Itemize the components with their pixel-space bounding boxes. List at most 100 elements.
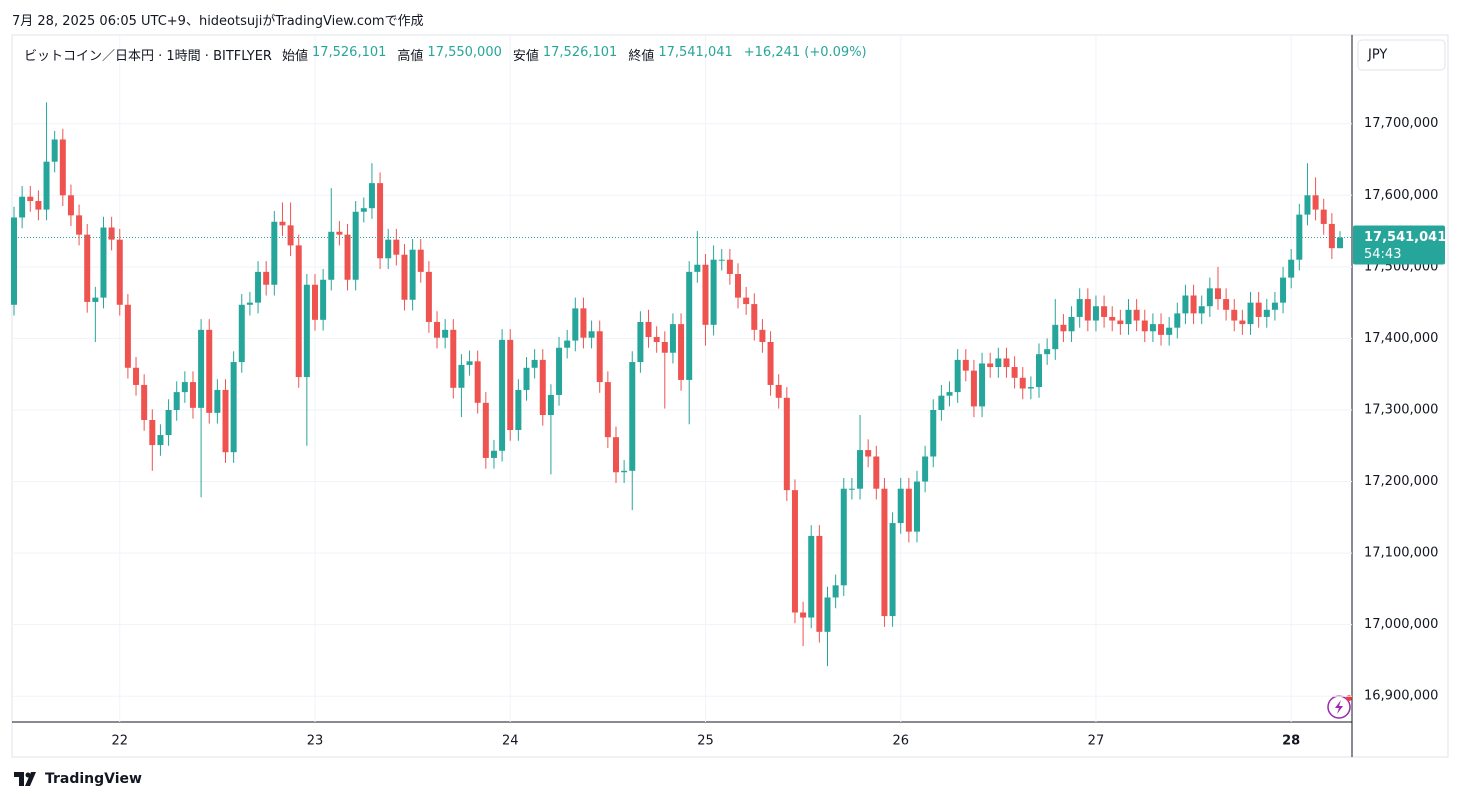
y-tick-label: 17,300,000 (1364, 402, 1438, 417)
candle-body (181, 382, 188, 393)
candle-body (523, 367, 530, 390)
y-tick-label: 17,700,000 (1364, 116, 1438, 131)
candle-body (889, 523, 896, 617)
candle-body (922, 456, 929, 482)
candle-body (499, 339, 506, 451)
x-tick-label: 25 (697, 734, 714, 749)
candle-body (946, 392, 953, 396)
candle-body (694, 264, 701, 272)
candle-body (816, 535, 823, 632)
candle-body (808, 535, 815, 618)
open-value: 17,526,101 (311, 45, 387, 60)
y-tick-label: 17,400,000 (1364, 331, 1438, 346)
candle-body (637, 321, 644, 363)
candle-body (173, 392, 180, 410)
candle-body (295, 245, 302, 378)
candle-body (206, 329, 213, 413)
candle-body (482, 402, 489, 458)
high-value: 17,550,000 (427, 45, 502, 60)
candle-body (1052, 324, 1059, 350)
candle-body (271, 221, 278, 285)
candle-body (515, 389, 522, 431)
candle-body (897, 488, 904, 524)
logo (14, 772, 36, 786)
candle-body (1198, 306, 1205, 314)
symbol: ビットコイン／日本円 · 1時間 · BITFLYER (24, 49, 272, 64)
x-tick-label: 24 (502, 734, 519, 749)
candle-body (263, 271, 270, 285)
change: +16,241 (+0.09%) (743, 45, 867, 60)
candle-body (1312, 195, 1319, 210)
candle-body (596, 331, 603, 383)
candle-body (629, 362, 636, 471)
candle-body (165, 409, 172, 436)
candle-body (1084, 299, 1091, 321)
candle-body (133, 367, 140, 385)
high-label: 高値 (397, 49, 424, 64)
candle-body (1206, 288, 1213, 307)
candle-body (27, 196, 34, 202)
candle-body (352, 211, 359, 280)
candle-body (507, 339, 514, 431)
candle-body (92, 297, 99, 302)
close-label: 終値 (628, 49, 655, 64)
candle-body (474, 361, 481, 403)
candle-body (344, 234, 351, 280)
candle-body (238, 304, 245, 363)
candle-body (645, 321, 652, 337)
candle-body (246, 302, 253, 305)
candle-body (434, 321, 441, 338)
candle-body (149, 420, 156, 446)
candle-body (865, 450, 872, 457)
candle-body (1092, 306, 1099, 321)
candle-body (970, 370, 977, 407)
candle-body (1076, 299, 1083, 317)
candle-body (1011, 367, 1018, 378)
candle-body (458, 364, 465, 388)
x-tick-label: 23 (307, 734, 324, 749)
candle-body (1149, 324, 1156, 332)
candle-body (987, 363, 994, 368)
candle-body (873, 456, 880, 489)
candle-body (320, 279, 327, 320)
candle-body (726, 259, 733, 275)
alert-icon[interactable] (1327, 695, 1352, 719)
candle-body (913, 481, 920, 532)
candle-body (393, 239, 400, 255)
candle-body (612, 437, 619, 473)
candle-body (1255, 302, 1262, 317)
candle-body (1182, 295, 1189, 314)
candle-body (1231, 309, 1238, 321)
candle-body (51, 139, 58, 162)
candle-body (954, 359, 961, 393)
last-price-label: 17,541,041 (1364, 230, 1446, 245)
candle-body (531, 359, 538, 368)
candle-body (1027, 387, 1034, 389)
candle-body (1328, 223, 1335, 249)
x-tick-label: 27 (1088, 734, 1105, 749)
candle-body (1141, 320, 1148, 332)
candle-body (759, 329, 766, 343)
candle-body (1271, 302, 1278, 310)
candle-body (100, 227, 107, 298)
candle-body (743, 297, 750, 305)
x-tick-label: 28 (1282, 734, 1300, 749)
last-price-tag (1353, 225, 1445, 265)
candle-body (1337, 237, 1343, 249)
candle-body (43, 161, 50, 210)
y-tick-label: 16,900,000 (1364, 689, 1438, 704)
countdown: 54:43 (1364, 247, 1401, 262)
candle-body (783, 397, 790, 491)
y-tick-label: 17,100,000 (1364, 546, 1438, 561)
candle-body (669, 324, 676, 353)
candle-body (1304, 195, 1311, 215)
grid (12, 35, 1352, 722)
candle-body (279, 221, 286, 226)
candle-body (1068, 316, 1075, 332)
candle-body (1288, 259, 1295, 278)
candle-body (824, 597, 831, 632)
currency-box[interactable] (1357, 39, 1446, 71)
candle-body (848, 488, 855, 490)
caption: 7月 28, 2025 06:05 UTC+9、hideotsujiがTradi… (12, 14, 424, 29)
candle-body (1133, 309, 1140, 321)
